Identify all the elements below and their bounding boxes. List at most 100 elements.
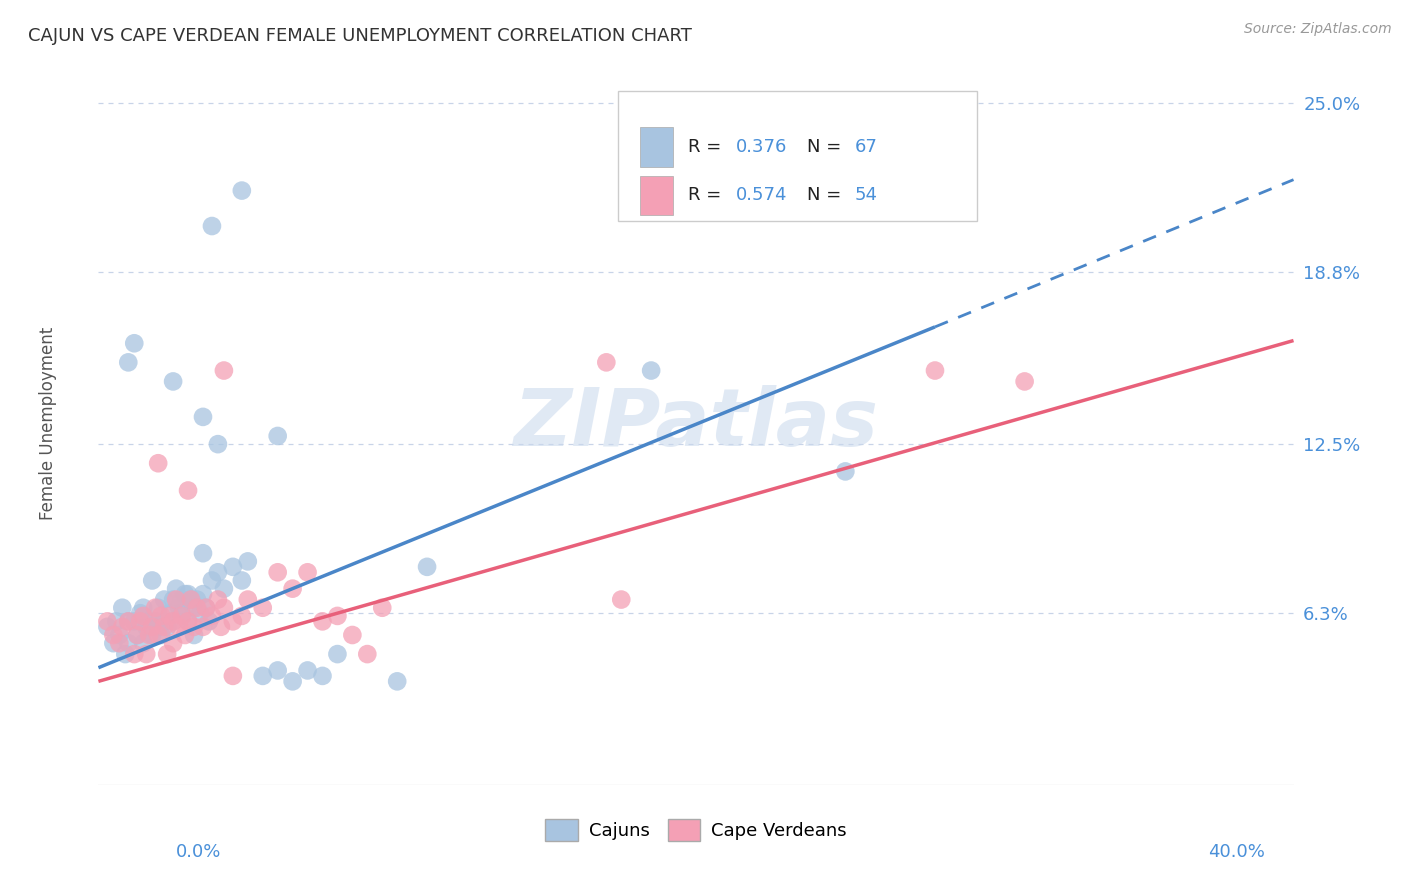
Point bbox=[159, 606, 181, 620]
Point bbox=[153, 615, 176, 629]
Text: Source: ZipAtlas.com: Source: ZipAtlas.com bbox=[1244, 22, 1392, 37]
Point bbox=[156, 647, 179, 661]
Point bbox=[117, 355, 139, 369]
Point bbox=[188, 606, 211, 620]
Point bbox=[174, 628, 197, 642]
Point bbox=[191, 587, 214, 601]
Point bbox=[191, 409, 214, 424]
Point bbox=[610, 592, 633, 607]
Point bbox=[326, 608, 349, 623]
Point bbox=[267, 566, 290, 580]
Point bbox=[135, 647, 157, 661]
Point bbox=[207, 437, 229, 451]
Point bbox=[162, 615, 184, 629]
Text: 40.0%: 40.0% bbox=[1209, 843, 1265, 861]
Point bbox=[212, 582, 235, 596]
Point bbox=[371, 600, 394, 615]
Point bbox=[153, 620, 176, 634]
Point bbox=[105, 615, 128, 629]
Text: R =: R = bbox=[688, 186, 727, 204]
Point bbox=[198, 615, 221, 629]
Legend: Cajuns, Cape Verdeans: Cajuns, Cape Verdeans bbox=[538, 812, 853, 848]
Point bbox=[124, 615, 146, 629]
Point bbox=[103, 636, 125, 650]
FancyBboxPatch shape bbox=[640, 176, 673, 215]
Point bbox=[191, 546, 214, 560]
Text: 54: 54 bbox=[855, 186, 877, 204]
Point bbox=[212, 600, 235, 615]
Point bbox=[297, 566, 319, 580]
Point bbox=[159, 608, 181, 623]
FancyBboxPatch shape bbox=[640, 128, 673, 167]
Point bbox=[231, 574, 253, 588]
Point bbox=[416, 559, 439, 574]
Point bbox=[153, 592, 176, 607]
Point bbox=[924, 363, 946, 377]
Point bbox=[117, 615, 139, 629]
FancyBboxPatch shape bbox=[619, 91, 977, 221]
Point bbox=[129, 606, 152, 620]
Point bbox=[177, 615, 200, 629]
Point bbox=[236, 554, 259, 568]
Point bbox=[96, 615, 118, 629]
Point bbox=[311, 615, 333, 629]
Point bbox=[108, 628, 131, 642]
Point bbox=[156, 620, 179, 634]
Point bbox=[222, 615, 245, 629]
Text: ZIPatlas: ZIPatlas bbox=[513, 384, 879, 463]
Point bbox=[167, 600, 190, 615]
Point bbox=[148, 600, 170, 615]
Point bbox=[172, 608, 194, 623]
Point bbox=[311, 669, 333, 683]
Point bbox=[209, 620, 232, 634]
Point bbox=[180, 592, 202, 607]
Point bbox=[177, 587, 200, 601]
Point bbox=[114, 647, 136, 661]
Point bbox=[342, 628, 364, 642]
Text: 0.376: 0.376 bbox=[735, 138, 787, 156]
Point bbox=[191, 620, 214, 634]
Point bbox=[165, 592, 187, 607]
Point bbox=[172, 606, 194, 620]
Point bbox=[236, 592, 259, 607]
Point bbox=[108, 636, 131, 650]
Point bbox=[162, 592, 184, 607]
Point bbox=[834, 464, 856, 478]
Point bbox=[183, 628, 205, 642]
Point bbox=[231, 184, 253, 198]
Point bbox=[297, 664, 319, 678]
Point bbox=[172, 592, 194, 607]
Point bbox=[207, 566, 229, 580]
Point bbox=[132, 600, 155, 615]
Point bbox=[177, 615, 200, 629]
Point bbox=[162, 615, 184, 629]
Point bbox=[150, 608, 173, 623]
Point bbox=[148, 456, 170, 470]
Point bbox=[124, 647, 146, 661]
Text: CAJUN VS CAPE VERDEAN FEMALE UNEMPLOYMENT CORRELATION CHART: CAJUN VS CAPE VERDEAN FEMALE UNEMPLOYMEN… bbox=[28, 27, 692, 45]
Point bbox=[183, 620, 205, 634]
Point bbox=[231, 608, 253, 623]
Point bbox=[201, 574, 224, 588]
Point bbox=[640, 363, 662, 377]
Point bbox=[143, 600, 166, 615]
Point bbox=[281, 674, 304, 689]
Text: N =: N = bbox=[807, 138, 846, 156]
Point bbox=[148, 628, 170, 642]
Text: R =: R = bbox=[688, 138, 727, 156]
Point bbox=[174, 587, 197, 601]
Point bbox=[103, 628, 125, 642]
Point bbox=[135, 620, 157, 634]
Point bbox=[595, 355, 617, 369]
Point bbox=[180, 592, 202, 607]
Point bbox=[356, 647, 378, 661]
Point bbox=[162, 375, 184, 389]
Point bbox=[195, 600, 218, 615]
Point bbox=[267, 429, 290, 443]
Point bbox=[127, 628, 149, 642]
Text: 0.574: 0.574 bbox=[735, 186, 787, 204]
Point bbox=[195, 600, 218, 615]
Point bbox=[127, 628, 149, 642]
Point bbox=[1014, 375, 1036, 389]
Point bbox=[177, 483, 200, 498]
